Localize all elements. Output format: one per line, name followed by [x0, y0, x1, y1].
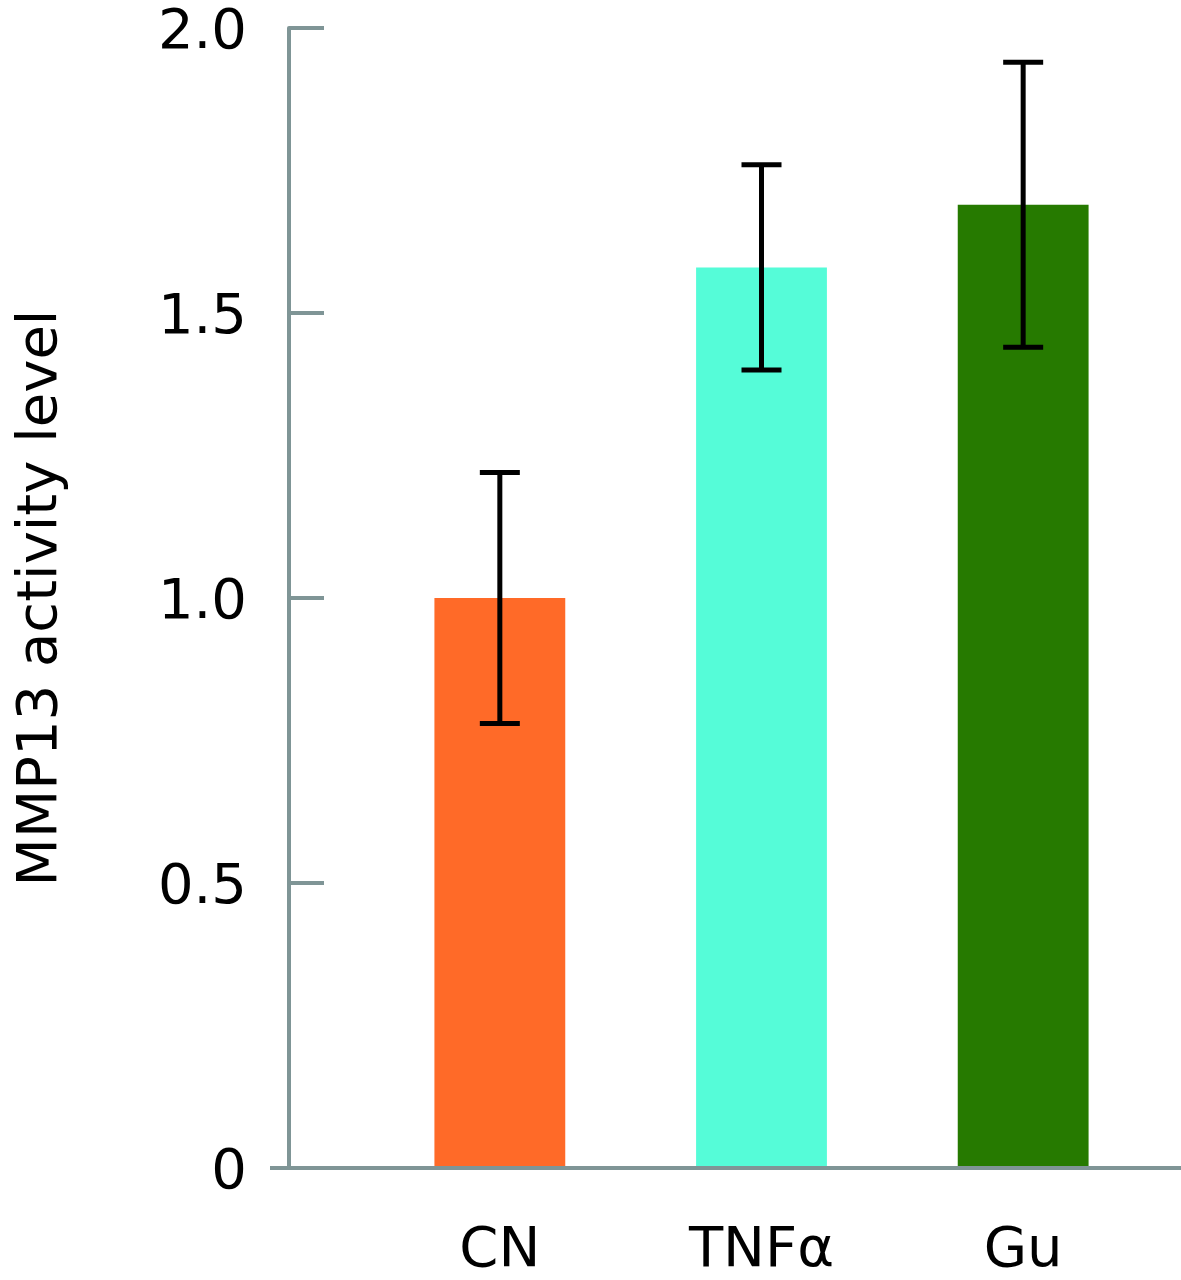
svg-text:Gu: Gu [984, 1214, 1063, 1279]
svg-text:TNFα: TNFα [688, 1214, 834, 1279]
svg-text:1.0: 1.0 [158, 566, 247, 631]
svg-text:1.5: 1.5 [158, 281, 247, 346]
svg-text:2.0: 2.0 [158, 0, 247, 61]
svg-text:CN: CN [459, 1214, 540, 1279]
svg-text:0: 0 [211, 1136, 247, 1201]
svg-text:0.5: 0.5 [158, 851, 247, 916]
svg-text:MMP13 activity level: MMP13 activity level [4, 310, 69, 887]
